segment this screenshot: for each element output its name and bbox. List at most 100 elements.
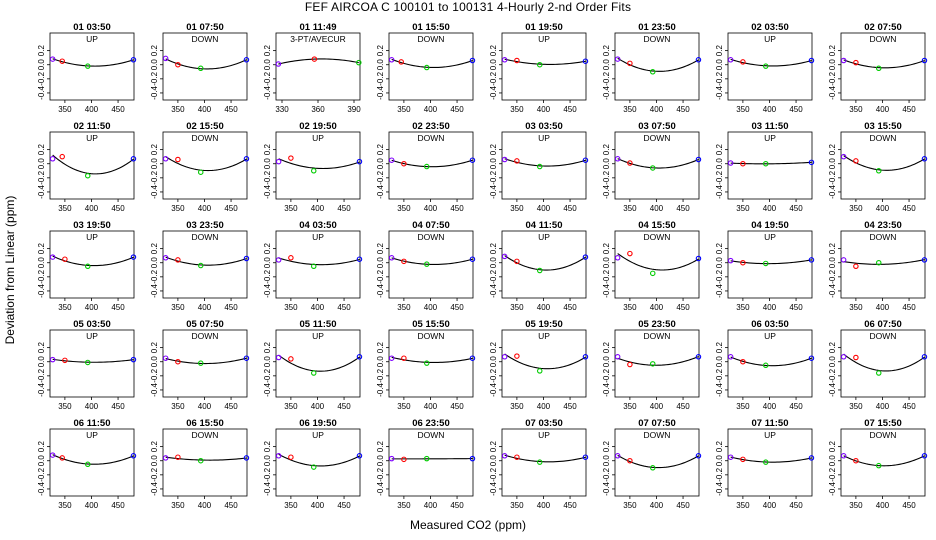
data-point bbox=[388, 57, 395, 63]
data-point bbox=[649, 69, 656, 75]
x-tick-label: 450 bbox=[676, 105, 690, 114]
x-tick-label: 450 bbox=[902, 105, 916, 114]
y-tick-label: -0.2 bbox=[828, 71, 837, 85]
panel-title: 06 23:50 bbox=[412, 418, 450, 429]
fit-curve bbox=[730, 259, 812, 265]
fit-curve bbox=[843, 59, 925, 69]
x-tick-label: 400 bbox=[537, 204, 551, 213]
data-point bbox=[808, 57, 815, 64]
y-tick-label: 0.0 bbox=[376, 158, 385, 170]
data-point bbox=[175, 156, 181, 163]
fit-curve bbox=[52, 58, 134, 67]
fit-curve bbox=[52, 454, 134, 465]
y-tick-label: -0.2 bbox=[150, 368, 159, 382]
x-tick-label: 400 bbox=[198, 303, 212, 312]
x-tick-label: 350 bbox=[284, 402, 298, 411]
x-tick-label: 400 bbox=[311, 501, 325, 510]
x-tick-label: 450 bbox=[902, 303, 916, 312]
fit-curve bbox=[617, 454, 699, 469]
data-point bbox=[398, 59, 404, 65]
y-tick-label: 0.0 bbox=[263, 158, 272, 170]
panel-frame bbox=[388, 32, 474, 101]
panel-frame bbox=[727, 131, 813, 200]
x-tick-label: 400 bbox=[763, 303, 777, 312]
panel-frame bbox=[614, 329, 700, 398]
data-point bbox=[921, 57, 928, 64]
panel-frame bbox=[727, 230, 813, 299]
y-tick-label: 0.2 bbox=[715, 342, 724, 354]
y-tick-label: 0.0 bbox=[828, 257, 837, 269]
panel-frame bbox=[162, 131, 248, 200]
x-tick-label: 450 bbox=[111, 303, 125, 312]
data-point bbox=[614, 156, 621, 162]
x-tick-label: 450 bbox=[563, 105, 577, 114]
panel-title: 01 19:50 bbox=[525, 22, 563, 33]
panel-title: 05 11:50 bbox=[300, 319, 337, 330]
data-point bbox=[423, 455, 430, 462]
x-tick-label: 350 bbox=[284, 303, 298, 312]
panel-title: 07 11:50 bbox=[752, 418, 789, 429]
y-tick-label: 0.0 bbox=[602, 356, 611, 368]
y-tick-label: -0.2 bbox=[828, 467, 837, 481]
y-tick-label: -0.4 bbox=[150, 482, 159, 496]
y-tick-label: 0.2 bbox=[37, 144, 46, 156]
y-tick-label: 0.0 bbox=[489, 158, 498, 170]
panel-frame bbox=[501, 32, 587, 101]
y-tick-label: -0.4 bbox=[37, 482, 46, 496]
y-tick-label: -0.4 bbox=[376, 86, 385, 100]
data-point bbox=[695, 354, 702, 360]
x-tick-label: 350 bbox=[171, 204, 185, 213]
data-point bbox=[84, 359, 91, 366]
y-tick-label: -0.2 bbox=[489, 467, 498, 481]
x-tick-label: 450 bbox=[111, 105, 125, 114]
y-tick-label: -0.4 bbox=[263, 185, 272, 199]
data-point bbox=[401, 258, 407, 265]
fit-curve bbox=[165, 357, 247, 365]
x-tick-label: 360 bbox=[311, 105, 325, 114]
data-point bbox=[288, 454, 294, 460]
panel-title: 06 15:50 bbox=[186, 418, 224, 429]
y-tick-label: 0.2 bbox=[602, 441, 611, 453]
y-tick-label: -0.4 bbox=[150, 185, 159, 199]
x-tick-label: 450 bbox=[111, 204, 125, 213]
data-point bbox=[197, 360, 204, 366]
y-tick-label: -0.4 bbox=[715, 383, 724, 397]
x-tick-label: 450 bbox=[224, 105, 238, 114]
data-point bbox=[840, 453, 847, 459]
data-point bbox=[727, 160, 734, 166]
panel-frame bbox=[275, 329, 361, 398]
panel-mode-label: DOWN bbox=[870, 430, 897, 440]
y-tick-label: -0.4 bbox=[602, 383, 611, 397]
x-tick-label: 400 bbox=[650, 204, 664, 213]
data-point bbox=[356, 453, 363, 459]
data-point bbox=[49, 254, 56, 260]
data-point bbox=[84, 263, 91, 270]
x-tick-label: 450 bbox=[563, 501, 577, 510]
y-tick-label: -0.4 bbox=[828, 86, 837, 100]
y-tick-label: -0.2 bbox=[37, 269, 46, 283]
data-point bbox=[840, 354, 847, 360]
panel-frame bbox=[162, 230, 248, 299]
panel-mode-label: DOWN bbox=[870, 133, 897, 143]
x-tick-label: 450 bbox=[789, 204, 803, 213]
data-point bbox=[175, 257, 181, 263]
panel-mode-label: DOWN bbox=[870, 232, 897, 242]
chart-panel: 01 11:493-PT/AVECUR -0.4-0.20.0 0.2 330 360 3… bbox=[263, 22, 362, 114]
x-tick-label: 350 bbox=[849, 303, 863, 312]
x-tick-label: 350 bbox=[849, 402, 863, 411]
panel-title: 04 03:50 bbox=[299, 220, 337, 231]
y-tick-label: 0.2 bbox=[828, 441, 837, 453]
x-tick-label: 350 bbox=[58, 204, 72, 213]
panel-title: 05 07:50 bbox=[186, 319, 224, 330]
data-point bbox=[130, 254, 137, 260]
data-point bbox=[614, 453, 621, 459]
fit-curve bbox=[617, 57, 699, 72]
panel-mode-label: UP bbox=[86, 331, 98, 341]
data-point bbox=[853, 59, 859, 66]
